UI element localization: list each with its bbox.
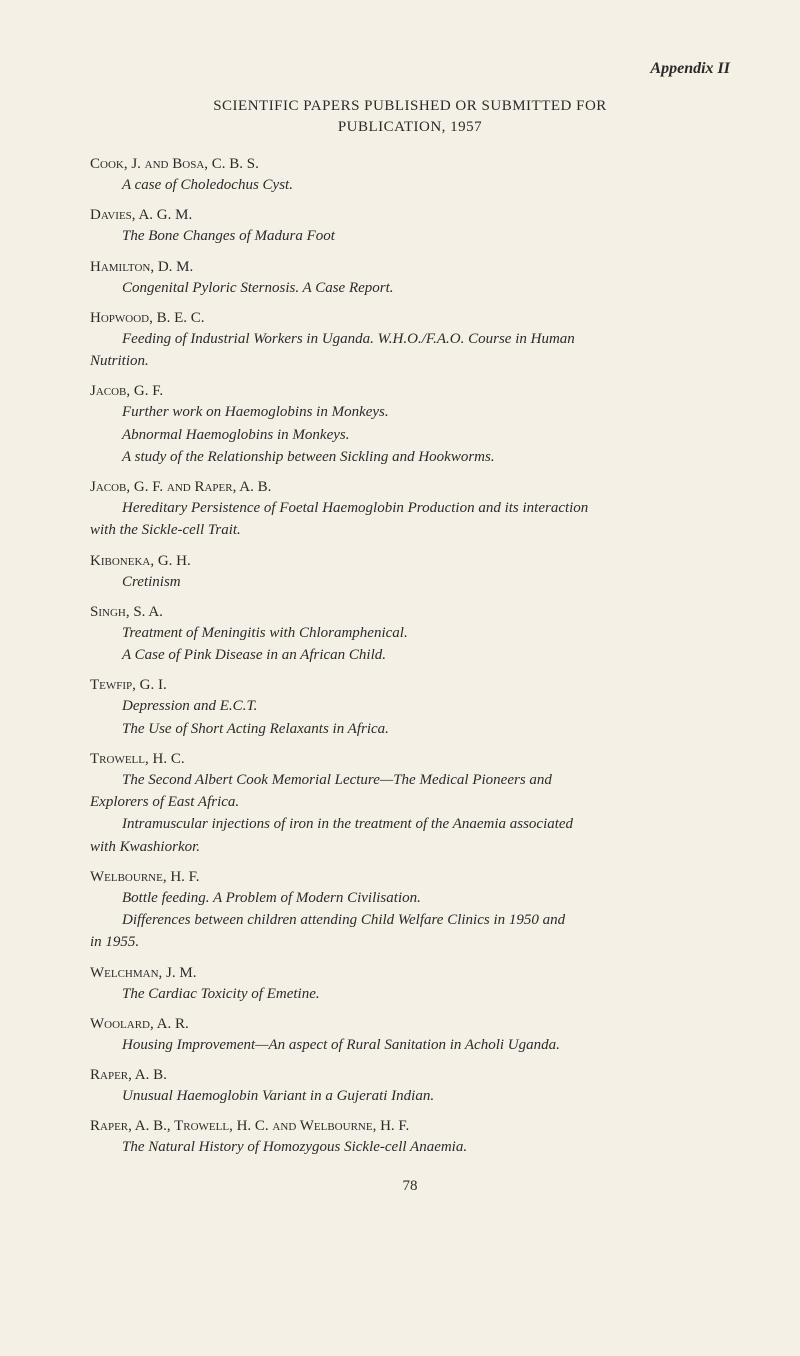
work-title: Bottle feeding. A Problem of Modern Civi… xyxy=(122,888,730,908)
work-title: Intramuscular injections of iron in the … xyxy=(122,814,730,834)
work-title: The Cardiac Toxicity of Emetine. xyxy=(122,984,730,1004)
author-name: Kiboneka, G. H. xyxy=(90,553,730,570)
author-name: Woolard, A. R. xyxy=(90,1016,730,1033)
author-name: Singh, S. A. xyxy=(90,604,730,621)
page-title-line1: SCIENTIFIC PAPERS PUBLISHED OR SUBMITTED… xyxy=(90,98,730,115)
bibliography-entry: Davies, A. G. M. The Bone Changes of Mad… xyxy=(90,207,730,246)
author-name: Hopwood, B. E. C. xyxy=(90,310,730,327)
author-name: Welbourne, H. F. xyxy=(90,869,730,886)
work-title: The Use of Short Acting Relaxants in Afr… xyxy=(122,719,730,739)
work-title: The Natural History of Homozygous Sickle… xyxy=(122,1137,730,1157)
author-name: Jacob, G. F. xyxy=(90,383,730,400)
author-name: Raper, A. B., Trowell, H. C. and Welbour… xyxy=(90,1118,730,1135)
work-title: A Case of Pink Disease in an African Chi… xyxy=(122,645,730,665)
work-title: A study of the Relationship between Sick… xyxy=(122,447,730,467)
author-name: Welchman, J. M. xyxy=(90,965,730,982)
author-name: Jacob, G. F. and Raper, A. B. xyxy=(90,479,730,496)
bibliography-entry: Tewfip, G. I. Depression and E.C.T. The … xyxy=(90,677,730,739)
bibliography-entry: Raper, A. B. Unusual Haemoglobin Variant… xyxy=(90,1067,730,1106)
work-title: The Bone Changes of Madura Foot xyxy=(122,226,730,246)
work-continuation: in 1955. xyxy=(90,932,730,952)
work-continuation: Explorers of East Africa. xyxy=(90,792,730,812)
bibliography-entry: Jacob, G. F. Further work on Haemoglobin… xyxy=(90,383,730,467)
bibliography-entry: Singh, S. A. Treatment of Meningitis wit… xyxy=(90,604,730,666)
work-title: Treatment of Meningitis with Chloramphen… xyxy=(122,623,730,643)
appendix-header: Appendix II xyxy=(90,60,730,78)
bibliography-entry: Hamilton, D. M. Congenital Pyloric Stern… xyxy=(90,259,730,298)
work-title: Further work on Haemoglobins in Monkeys. xyxy=(122,402,730,422)
work-title: Cretinism xyxy=(122,572,730,592)
author-name: Raper, A. B. xyxy=(90,1067,730,1084)
work-title: The Second Albert Cook Memorial Lecture—… xyxy=(122,770,730,790)
work-title: Feeding of Industrial Workers in Uganda.… xyxy=(122,329,730,349)
page-number: 78 xyxy=(90,1178,730,1195)
bibliography-entry: Welchman, J. M. The Cardiac Toxicity of … xyxy=(90,965,730,1004)
author-name: Davies, A. G. M. xyxy=(90,207,730,224)
bibliography-entry: Hopwood, B. E. C. Feeding of Industrial … xyxy=(90,310,730,372)
bibliography-entry: Welbourne, H. F. Bottle feeding. A Probl… xyxy=(90,869,730,953)
work-title: Unusual Haemoglobin Variant in a Gujerat… xyxy=(122,1086,730,1106)
bibliography-entry: Cook, J. and Bosa, C. B. S. A case of Ch… xyxy=(90,156,730,195)
author-name: Cook, J. and Bosa, C. B. S. xyxy=(90,156,730,173)
author-name: Hamilton, D. M. xyxy=(90,259,730,276)
bibliography-entry: Woolard, A. R. Housing Improvement—An as… xyxy=(90,1016,730,1055)
work-title: Housing Improvement—An aspect of Rural S… xyxy=(122,1035,730,1055)
bibliography-entry: Trowell, H. C. The Second Albert Cook Me… xyxy=(90,751,730,857)
work-continuation: Nutrition. xyxy=(90,351,730,371)
work-title: A case of Choledochus Cyst. xyxy=(122,175,730,195)
work-title: Depression and E.C.T. xyxy=(122,696,730,716)
bibliography-entry: Jacob, G. F. and Raper, A. B. Hereditary… xyxy=(90,479,730,541)
work-title: Hereditary Persistence of Foetal Haemogl… xyxy=(122,498,730,518)
work-continuation: with Kwashiorkor. xyxy=(90,837,730,857)
work-title: Differences between children attending C… xyxy=(122,910,730,930)
bibliography-entry: Raper, A. B., Trowell, H. C. and Welbour… xyxy=(90,1118,730,1157)
author-name: Trowell, H. C. xyxy=(90,751,730,768)
author-name: Tewfip, G. I. xyxy=(90,677,730,694)
bibliography-entry: Kiboneka, G. H. Cretinism xyxy=(90,553,730,592)
page-title-line2: PUBLICATION, 1957 xyxy=(90,119,730,136)
work-title: Congenital Pyloric Sternosis. A Case Rep… xyxy=(122,278,730,298)
work-continuation: with the Sickle-cell Trait. xyxy=(90,520,730,540)
work-title: Abnormal Haemoglobins in Monkeys. xyxy=(122,425,730,445)
